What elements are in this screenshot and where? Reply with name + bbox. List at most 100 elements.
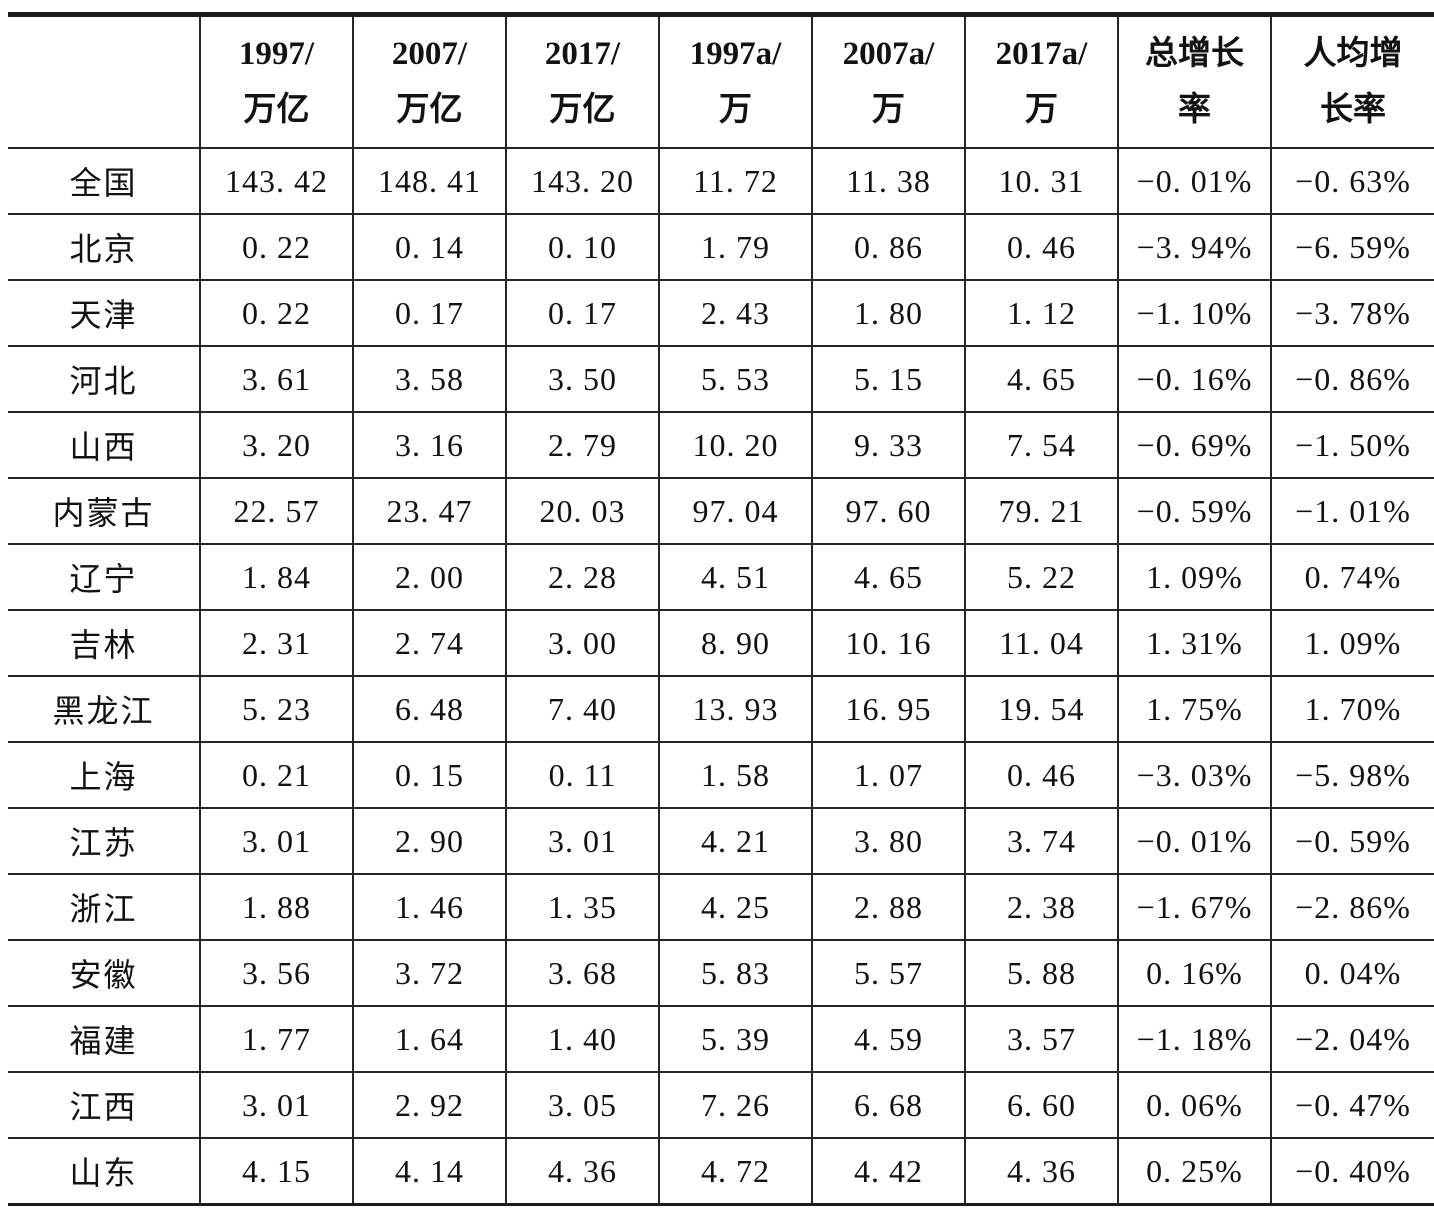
table-cell: 19. 54: [964, 676, 1118, 743]
table-cell: 0. 74%: [1270, 544, 1434, 611]
table-cell: 3. 74: [964, 808, 1118, 875]
table-row: 浙江 1. 88 1. 46 1. 35 4. 25 2. 88 2. 38 −1. 67% −…: [8, 874, 1434, 941]
table-cell: 10. 16: [811, 610, 965, 677]
table-cell: 4. 65: [964, 346, 1118, 413]
header-cell-2017a: 2017a/ 万: [964, 14, 1118, 149]
table-row: 吉林 2. 31 2. 74 3. 00 8. 90 10. 16 11. 04 1. 31%…: [8, 610, 1434, 677]
table-cell: 5. 83: [658, 940, 812, 1007]
table-cell: 0. 17: [505, 280, 659, 347]
table-cell: 11. 38: [811, 148, 965, 215]
table-cell: 148. 41: [352, 148, 506, 215]
table-cell: 3. 20: [199, 412, 353, 479]
table-cell: 7. 40: [505, 676, 659, 743]
table-cell: 1. 88: [199, 874, 353, 941]
table-cell: 3. 01: [505, 808, 659, 875]
table-cell: 4. 25: [658, 874, 812, 941]
table-cell: −3. 78%: [1270, 280, 1434, 347]
table-cell: 2. 79: [505, 412, 659, 479]
table-cell: 0. 22: [199, 280, 353, 347]
header-cell-2007a: 2007a/ 万: [811, 14, 965, 149]
table-cell: 97. 04: [658, 478, 812, 545]
header-line1: 人均增: [1303, 36, 1403, 72]
table-cell: 3. 05: [505, 1072, 659, 1139]
table-header: 1997/ 万亿 2007/ 万亿 2017/ 万亿 1997a/ 万 2007…: [8, 14, 1434, 149]
table-cell: 0. 16%: [1117, 940, 1271, 1007]
table-cell: 2. 92: [352, 1072, 506, 1139]
table-cell: 0. 17: [352, 280, 506, 347]
header-line1: 2007a/: [842, 36, 935, 72]
table-cell: −2. 04%: [1270, 1006, 1434, 1073]
table-cell: −2. 86%: [1270, 874, 1434, 941]
table-cell: 1. 77: [199, 1006, 353, 1073]
table-row: 辽宁 1. 84 2. 00 2. 28 4. 51 4. 65 5. 22 1. 09% 0.…: [8, 544, 1434, 611]
table-cell: 13. 93: [658, 676, 812, 743]
table-cell: 10. 31: [964, 148, 1118, 215]
table-cell: 16. 95: [811, 676, 965, 743]
table-cell: 143. 42: [199, 148, 353, 215]
table-row: 黑龙江 5. 23 6. 48 7. 40 13. 93 16. 95 19. 54 1. 7…: [8, 676, 1434, 743]
table-cell: 5. 39: [658, 1006, 812, 1073]
table-cell: 2. 88: [811, 874, 965, 941]
table-cell: −1. 18%: [1117, 1006, 1271, 1073]
table-cell: 4. 42: [811, 1138, 965, 1206]
table-cell: 1. 64: [352, 1006, 506, 1073]
data-table: 1997/ 万亿 2007/ 万亿 2017/ 万亿 1997a/ 万 2007…: [8, 12, 1434, 1206]
row-label: 内蒙古: [8, 478, 200, 545]
table-cell: 79. 21: [964, 478, 1118, 545]
header-line2: 长率: [1320, 92, 1386, 128]
header-cell-per-capita-growth-rate: 人均增 长率: [1270, 14, 1434, 149]
table-cell: 8. 90: [658, 610, 812, 677]
table-cell: 0. 04%: [1270, 940, 1434, 1007]
table-row: 北京 0. 22 0. 14 0. 10 1. 79 0. 86 0. 46 −3. 94% −…: [8, 214, 1434, 281]
table-cell: −3. 94%: [1117, 214, 1271, 281]
table-cell: 2. 90: [352, 808, 506, 875]
table-cell: 6. 60: [964, 1072, 1118, 1139]
table-cell: 97. 60: [811, 478, 965, 545]
row-label: 全国: [8, 148, 200, 215]
header-line2: 万: [1025, 92, 1058, 128]
table-cell: −0. 59%: [1117, 478, 1271, 545]
table-cell: 5. 15: [811, 346, 965, 413]
table-cell: 1. 70%: [1270, 676, 1434, 743]
header-line2: 万亿: [243, 92, 310, 128]
table-cell: 7. 26: [658, 1072, 812, 1139]
table-cell: 4. 51: [658, 544, 812, 611]
row-label: 山西: [8, 412, 200, 479]
table-cell: 0. 22: [199, 214, 353, 281]
table-cell: 2. 31: [199, 610, 353, 677]
row-label: 安徽: [8, 940, 200, 1007]
header-line2: 万亿: [396, 92, 463, 128]
table-body: 全国 143. 42 148. 41 143. 20 11. 72 11. 38 10. 3…: [8, 148, 1434, 1206]
row-label: 北京: [8, 214, 200, 281]
table-cell: 5. 88: [964, 940, 1118, 1007]
table-row: 安徽 3. 56 3. 72 3. 68 5. 83 5. 57 5. 88 0. 16% 0.…: [8, 940, 1434, 1007]
table-cell: 3. 57: [964, 1006, 1118, 1073]
table-cell: 3. 00: [505, 610, 659, 677]
table-row: 上海 0. 21 0. 15 0. 11 1. 58 1. 07 0. 46 −3. 03% −…: [8, 742, 1434, 809]
row-label: 吉林: [8, 610, 200, 677]
table-cell: 1. 84: [199, 544, 353, 611]
table-cell: −0. 86%: [1270, 346, 1434, 413]
table-cell: 0. 46: [964, 742, 1118, 809]
table-cell: −0. 16%: [1117, 346, 1271, 413]
table-row: 天津 0. 22 0. 17 0. 17 2. 43 1. 80 1. 12 −1. 10% −…: [8, 280, 1434, 347]
table-cell: 11. 04: [964, 610, 1118, 677]
table-cell: 4. 59: [811, 1006, 965, 1073]
table-cell: 1. 46: [352, 874, 506, 941]
table-cell: 1. 09%: [1270, 610, 1434, 677]
table-cell: 3. 61: [199, 346, 353, 413]
table-cell: 4. 15: [199, 1138, 353, 1206]
table-cell: 1. 40: [505, 1006, 659, 1073]
table-cell: 5. 22: [964, 544, 1118, 611]
table-cell: 9. 33: [811, 412, 965, 479]
table-cell: 3. 68: [505, 940, 659, 1007]
table-cell: 0. 86: [811, 214, 965, 281]
table-cell: 1. 80: [811, 280, 965, 347]
table-cell: −6. 59%: [1270, 214, 1434, 281]
table-cell: 0. 15: [352, 742, 506, 809]
table-cell: −0. 69%: [1117, 412, 1271, 479]
header-line2: 万: [872, 92, 905, 128]
table-cell: 6. 68: [811, 1072, 965, 1139]
table-row: 全国 143. 42 148. 41 143. 20 11. 72 11. 38 10. 3…: [8, 148, 1434, 215]
row-label: 黑龙江: [8, 676, 200, 743]
